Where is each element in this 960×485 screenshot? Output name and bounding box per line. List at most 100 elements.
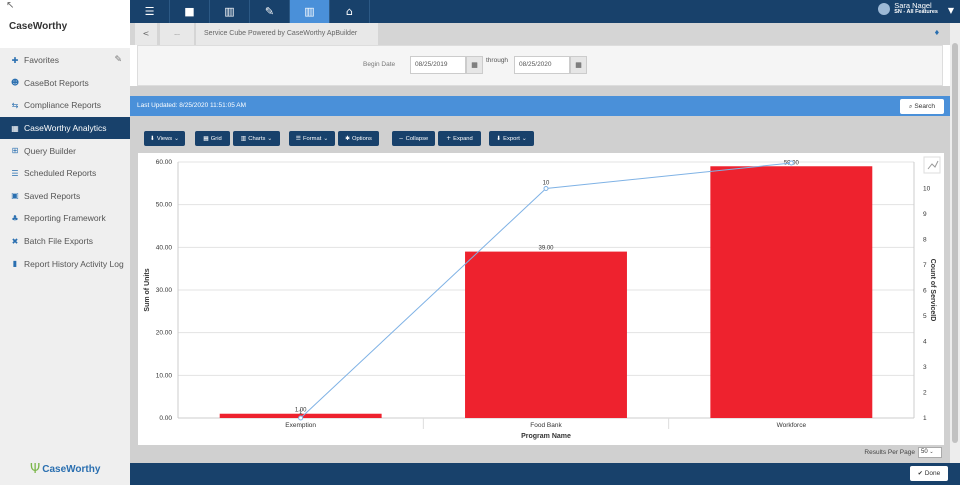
options-label: Options [351, 135, 372, 142]
collapse-label: Collapse [405, 135, 429, 142]
sidebar-item-casebot-reports[interactable]: ☻ CaseBot Reports [0, 72, 130, 95]
trend-icon [927, 160, 939, 170]
plus-icon: + [446, 135, 452, 142]
briefcase-icon: ■ [184, 5, 195, 18]
check-icon: ✔ [917, 470, 923, 477]
chart-panel: 60.00 50.00 40.00 30.00 20.00 10.00 0.00 10 9 8 7 6… [138, 153, 944, 445]
sidebar-item-label: CaseBot Reports [24, 77, 89, 88]
collapse-button[interactable]: − Collapse [392, 131, 435, 146]
breadcrumb-ellipsis[interactable]: ... [160, 23, 194, 45]
sidebar-nav: ✚ Favorites ✎ ☻ CaseBot Reports ⇆ Compli… [0, 49, 130, 275]
done-button[interactable]: ✔ Done [910, 466, 948, 481]
scrollbar-thumb[interactable] [952, 43, 958, 443]
y-tick-label: 10.00 [156, 372, 173, 379]
sidebar-item-scheduled-reports[interactable]: ☰ Scheduled Reports [0, 162, 130, 185]
exchange-icon: ⇆ [11, 100, 19, 110]
search-button[interactable]: ⌕ Search [900, 99, 944, 114]
minus-icon: − [398, 135, 404, 142]
sidebar-item-reporting-framework[interactable]: ♣ Reporting Framework [0, 207, 130, 230]
book-icon: ▮ [12, 259, 18, 269]
status-bar: Last Updated: 8/25/2020 11:51:05 AM ⌕ Se… [130, 96, 960, 116]
hamburger-icon: ☰ [144, 5, 155, 18]
options-button[interactable]: ✱ Options [338, 131, 379, 146]
sidebar-item-favorites[interactable]: ✚ Favorites ✎ [0, 49, 130, 72]
building-button[interactable]: ▥ [210, 0, 250, 23]
sidebar-item-report-history-activity-log[interactable]: ▮ Report History Activity Log [0, 252, 130, 275]
tools-button[interactable]: ✎ [250, 0, 290, 23]
y-tick-label: 40.00 [156, 244, 173, 251]
y2-tick-label: 6 [923, 288, 927, 295]
home-button[interactable]: ⌂ [330, 0, 370, 23]
y2-tick-label: 1 [923, 415, 927, 422]
list-icon: ☰ [11, 168, 19, 178]
views-button[interactable]: ⬇ Views ⌄ [144, 131, 185, 146]
cursor-icon: ↖ [6, 0, 15, 11]
sidebar-item-label: Saved Reports [24, 190, 81, 201]
user-menu[interactable]: Sara Nagel SN - All Features [878, 2, 938, 16]
bar-data-label: 39.00 [538, 246, 554, 252]
sidebar-item-query-builder[interactable]: ⊞ Query Builder [0, 139, 130, 162]
sidebar-item-saved-reports[interactable]: ▣ Saved Reports [0, 185, 130, 208]
user-info: Sara Nagel SN - All Features [894, 2, 938, 16]
chevron-down-icon: ⌄ [174, 135, 180, 142]
through-label: through [486, 57, 509, 64]
caret-down-icon[interactable]: ▼ [947, 6, 954, 15]
begin-date-label: Begin Date [363, 61, 396, 68]
drop-icon[interactable]: ♦ [933, 29, 940, 37]
hierarchy-icon: ♣ [11, 213, 19, 223]
analytics-button[interactable]: ▥ [290, 0, 330, 23]
y-tick-label: 0.00 [159, 415, 172, 422]
gear-icon: ✱ [345, 135, 350, 142]
export-button[interactable]: ⬇ Export ⌄ [489, 131, 534, 146]
bar [465, 251, 627, 418]
sidebar-item-compliance-reports[interactable]: ⇆ Compliance Reports [0, 94, 130, 117]
download-icon: ⬇ [496, 135, 502, 142]
done-label: Done [924, 470, 941, 477]
save-icon: ▣ [11, 191, 19, 201]
bar-data-label: 1.00 [295, 408, 307, 414]
y2-tick-label: 9 [923, 211, 927, 218]
begin-calendar-button[interactable]: ▦ [466, 56, 483, 74]
avatar [878, 3, 891, 15]
y2-tick-label: 3 [923, 364, 927, 371]
charts-label: Charts [248, 135, 266, 142]
chevron-down-icon: ⌄ [929, 449, 934, 455]
breadcrumb-back[interactable]: < [135, 23, 157, 45]
sidebar-item-label: Favorites [24, 55, 59, 66]
brand-area: ↖ CaseWorthy [0, 0, 130, 48]
format-icon: ☰ [295, 135, 301, 142]
line-point [543, 186, 549, 191]
briefcase-button[interactable]: ■ [170, 0, 210, 23]
line-point [298, 415, 304, 421]
robot-icon: ☻ [10, 78, 20, 88]
sidebar-item-label: Batch File Exports [24, 236, 93, 247]
sidebar-item-label: Scheduled Reports [24, 168, 97, 179]
scrollbar[interactable] [950, 23, 960, 463]
top-nav-bar: ☰ ■ ▥ ✎ ▥ ⌂ Sara Nagel SN - All Features… [130, 0, 960, 23]
search-label: Search [914, 103, 935, 110]
begin-date-field[interactable]: 08/25/2019 [410, 56, 466, 74]
results-per-page-select[interactable]: 50 ⌄ [918, 447, 942, 458]
combo-chart: 60.00 50.00 40.00 30.00 20.00 10.00 0.00 10 9 8 7 6… [144, 156, 941, 440]
export-label: Export [503, 135, 520, 142]
sidebar-item-batch-file-exports[interactable]: ✖ Batch File Exports [0, 230, 130, 253]
footer-logo: Ψ CaseWorthy [30, 462, 100, 477]
grid-button[interactable]: ▦ Grid [195, 131, 230, 146]
last-updated-text: Last Updated: 8/25/2020 11:51:05 AM [137, 102, 247, 109]
spacer [130, 86, 960, 96]
pencil-icon[interactable]: ✎ [114, 55, 122, 66]
sidebar-item-caseworthy-analytics[interactable]: ▦ CaseWorthy Analytics [0, 116, 130, 140]
grid-icon: ▦ [203, 135, 209, 142]
end-date-field[interactable]: 08/25/2020 [514, 56, 570, 74]
y2-tick-label: 5 [923, 313, 927, 320]
charts-button[interactable]: ▥ Charts ⌄ [233, 131, 280, 146]
menu-button[interactable]: ☰ [130, 0, 170, 23]
end-calendar-button[interactable]: ▦ [570, 56, 587, 74]
results-per-page-label: Results Per Page [864, 449, 915, 456]
y2-tick-label: 8 [923, 237, 927, 244]
expand-button[interactable]: + Expand [438, 131, 481, 146]
format-label: Format [302, 135, 322, 142]
format-button[interactable]: ☰ Format ⌄ [289, 131, 335, 146]
user-role: SN - All Features [894, 9, 938, 15]
chart-options-icon[interactable] [923, 156, 941, 174]
